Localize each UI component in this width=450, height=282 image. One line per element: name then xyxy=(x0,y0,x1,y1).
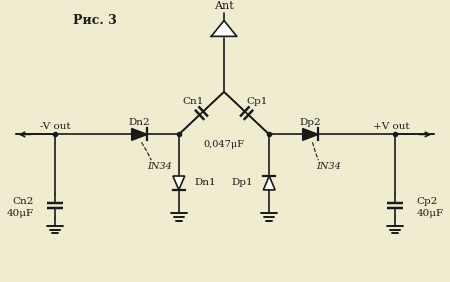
Text: Ant: Ant xyxy=(214,1,234,11)
Polygon shape xyxy=(211,21,237,36)
Text: Dn1: Dn1 xyxy=(194,179,216,188)
Text: Cn1: Cn1 xyxy=(183,97,204,106)
Text: Dp1: Dp1 xyxy=(232,179,253,188)
Text: 40μF: 40μF xyxy=(417,209,444,218)
Text: Cn2: Cn2 xyxy=(12,197,33,206)
Text: Cp2: Cp2 xyxy=(417,197,438,206)
Text: 0,047μF: 0,047μF xyxy=(203,140,244,149)
Polygon shape xyxy=(303,129,318,140)
Polygon shape xyxy=(132,129,147,140)
Text: -V out: -V out xyxy=(40,122,71,131)
Polygon shape xyxy=(173,176,184,190)
Text: Dp2: Dp2 xyxy=(300,118,321,127)
Text: Cp1: Cp1 xyxy=(246,97,267,106)
Polygon shape xyxy=(263,176,275,190)
Text: +V out: +V out xyxy=(373,122,410,131)
Text: Dn2: Dn2 xyxy=(129,118,150,127)
Text: IN34: IN34 xyxy=(147,162,171,171)
Text: 40μF: 40μF xyxy=(6,209,33,218)
Text: IN34: IN34 xyxy=(316,162,341,171)
Text: Рис. 3: Рис. 3 xyxy=(72,14,117,27)
